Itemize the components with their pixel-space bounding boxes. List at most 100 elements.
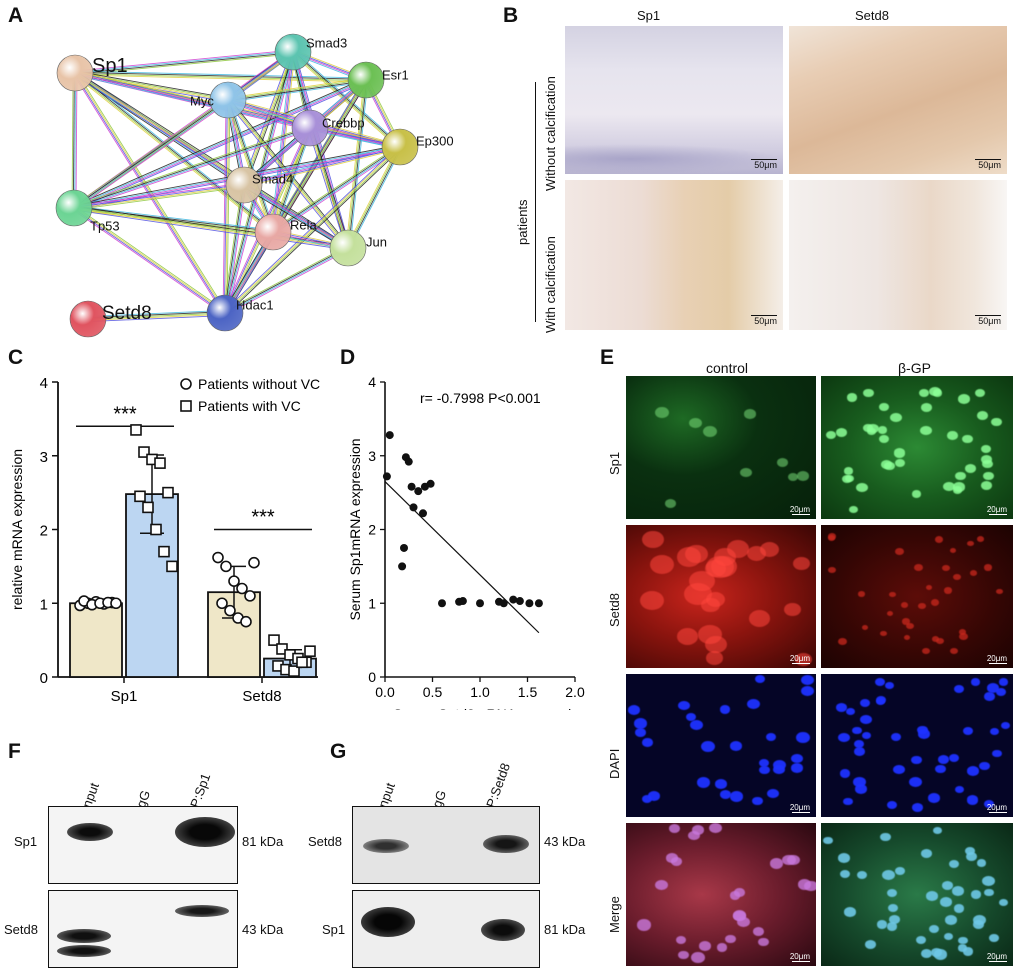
cell-nucleus — [918, 603, 926, 610]
ihc-image-sp1-with: 50μm — [565, 180, 783, 330]
data-point — [228, 575, 240, 587]
network-label-rela: Rela — [290, 217, 318, 232]
network-edge — [74, 207, 226, 313]
cell-nucleus — [884, 681, 894, 690]
cell-nucleus — [696, 777, 711, 789]
data-point — [166, 560, 178, 573]
data-point — [438, 599, 446, 608]
data-point — [382, 472, 391, 481]
network-edge — [345, 145, 399, 248]
y-tick-label: 3 — [40, 449, 48, 466]
data-point — [162, 486, 174, 499]
network-label-smad3: Smad3 — [306, 35, 347, 50]
data-point — [419, 509, 427, 518]
network-edge — [226, 100, 231, 314]
cell-nucleus — [754, 674, 766, 684]
scale-bar: 50μm — [975, 159, 1001, 170]
cell-nucleus — [853, 777, 866, 787]
cell-nucleus — [964, 464, 977, 474]
cell-nucleus — [959, 632, 968, 640]
network-edge — [308, 128, 348, 249]
cell-nucleus — [932, 636, 940, 642]
cell-nucleus — [746, 698, 760, 710]
cell-nucleus — [982, 875, 995, 886]
cell-nucleus — [950, 647, 959, 655]
cell-nucleus — [676, 547, 701, 567]
network-edge — [74, 128, 311, 210]
network-edge — [222, 184, 243, 313]
data-point — [134, 490, 146, 503]
network-label-ep300: Ep300 — [416, 133, 454, 148]
cell-nucleus — [678, 700, 690, 711]
scale-bar: 50μm — [751, 315, 777, 326]
cell-nucleus — [655, 406, 669, 418]
cell-nucleus — [915, 935, 926, 944]
cell-nucleus — [801, 674, 814, 686]
cell-nucleus — [876, 920, 888, 929]
cell-nucleus — [862, 625, 869, 631]
network-edge — [72, 73, 224, 315]
cell-nucleus — [753, 927, 765, 936]
network-edge — [225, 249, 350, 316]
cell-nucleus — [844, 907, 856, 917]
cell-nucleus — [700, 741, 715, 753]
cell-nucleus — [767, 789, 779, 799]
cell-nucleus — [906, 623, 915, 630]
cell-nucleus — [943, 587, 952, 594]
data-point — [409, 503, 418, 512]
cell-nucleus — [931, 947, 943, 957]
cell-nucleus — [966, 766, 980, 777]
cell-nucleus — [842, 475, 853, 484]
cell-nucleus — [962, 434, 974, 444]
regression-line — [384, 481, 540, 634]
cell-nucleus — [947, 431, 958, 440]
cell-nucleus — [740, 468, 752, 478]
cell-nucleus — [698, 941, 711, 952]
panel-label-d: D — [340, 346, 356, 369]
network-edge — [242, 186, 348, 251]
network-label-jun: Jun — [366, 234, 387, 249]
network-node-esr1 — [347, 61, 385, 99]
cell-nucleus — [705, 591, 725, 607]
ihc-row-label-without: Without calcification — [543, 76, 558, 191]
cell-nucleus — [769, 858, 783, 869]
cell-nucleus — [998, 898, 1008, 907]
network-edge — [227, 77, 366, 99]
network-edge — [74, 101, 230, 210]
cell-nucleus — [929, 387, 941, 397]
if-image-merge-control: 20μm — [626, 823, 816, 966]
network-edge — [73, 209, 348, 251]
cell-nucleus — [943, 933, 954, 941]
network-edge — [73, 78, 366, 208]
ihc-image-setd8-without: 50μm — [789, 26, 1007, 174]
cell-nucleus — [921, 949, 933, 958]
cell-nucleus — [844, 467, 854, 475]
network-edge — [74, 205, 274, 231]
network-edge — [73, 125, 310, 207]
y-tick-label: 1 — [368, 595, 376, 611]
cell-nucleus — [888, 915, 901, 925]
cell-nucleus — [863, 388, 874, 398]
cell-nucleus — [677, 950, 689, 960]
cell-nucleus — [848, 505, 858, 513]
network-edge — [74, 100, 229, 209]
cell-nucleus — [986, 683, 1000, 694]
data-point — [304, 645, 316, 657]
cell-nucleus — [922, 647, 930, 654]
data-point — [385, 431, 394, 440]
cell-nucleus — [984, 692, 995, 701]
network-edge — [348, 147, 401, 249]
cell-nucleus — [787, 472, 798, 481]
if-image-sp1-control: 20μm — [626, 376, 816, 519]
network-edge — [76, 71, 228, 313]
network-label-tp53: Tp53 — [90, 218, 120, 233]
network-edge — [310, 127, 350, 248]
network-edge — [73, 77, 366, 207]
y-tick-label: 1 — [40, 596, 48, 613]
network-node-jun — [329, 229, 367, 267]
cell-nucleus — [647, 790, 660, 801]
cell-nucleus — [857, 871, 868, 880]
cell-nucleus — [995, 588, 1003, 595]
cell-nucleus — [893, 764, 906, 775]
cell-nucleus — [720, 705, 731, 714]
